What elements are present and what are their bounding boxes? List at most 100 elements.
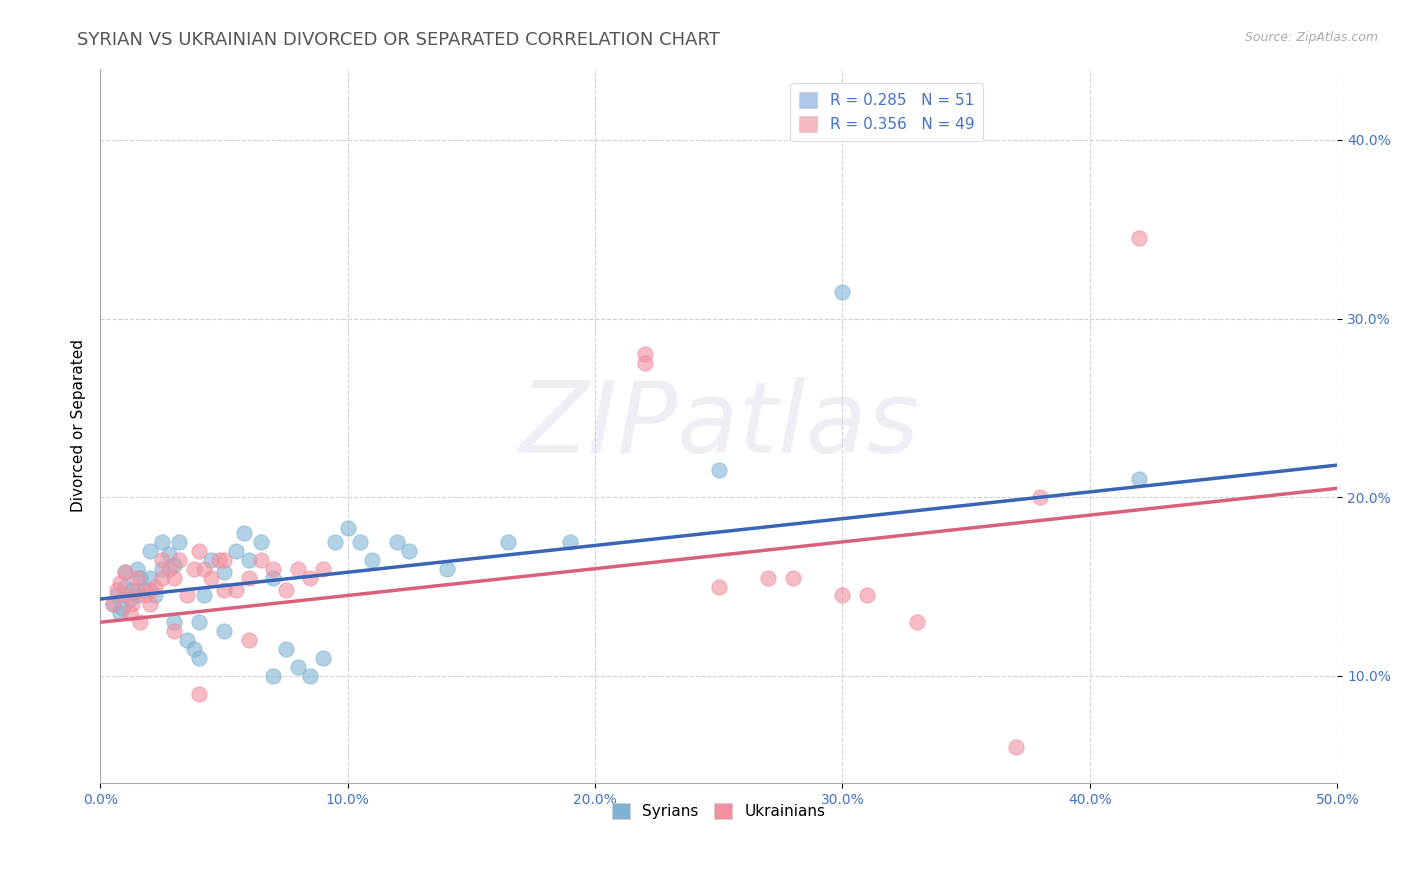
Point	[127, 589, 149, 603]
Legend: Syrians, Ukrainians: Syrians, Ukrainians	[606, 797, 832, 825]
Point	[905, 615, 928, 630]
Point	[633, 356, 655, 370]
Point	[188, 615, 211, 630]
Point	[188, 687, 211, 701]
Point	[349, 534, 371, 549]
Point	[250, 553, 273, 567]
Point	[831, 285, 853, 299]
Point	[127, 583, 149, 598]
Point	[138, 571, 160, 585]
Point	[134, 589, 156, 603]
Point	[312, 562, 335, 576]
Point	[118, 607, 141, 621]
Point	[138, 598, 160, 612]
Point	[138, 583, 160, 598]
Point	[262, 571, 284, 585]
Point	[212, 553, 235, 567]
Point	[163, 615, 186, 630]
Point	[114, 566, 136, 580]
Point	[111, 601, 134, 615]
Point	[157, 548, 180, 562]
Point	[114, 566, 136, 580]
Point	[176, 633, 198, 648]
Point	[782, 571, 804, 585]
Point	[1004, 740, 1026, 755]
Point	[208, 553, 231, 567]
Point	[150, 571, 173, 585]
Point	[193, 589, 215, 603]
Point	[150, 562, 173, 576]
Point	[336, 520, 359, 534]
Point	[150, 534, 173, 549]
Point	[143, 589, 166, 603]
Point	[114, 589, 136, 603]
Point	[262, 669, 284, 683]
Point	[756, 571, 779, 585]
Point	[169, 534, 191, 549]
Point	[114, 580, 136, 594]
Text: Source: ZipAtlas.com: Source: ZipAtlas.com	[1244, 31, 1378, 45]
Point	[274, 583, 297, 598]
Point	[560, 534, 582, 549]
Point	[707, 580, 730, 594]
Point	[108, 607, 131, 621]
Point	[163, 571, 186, 585]
Point	[312, 651, 335, 665]
Point	[108, 576, 131, 591]
Text: ZIPatlas: ZIPatlas	[519, 377, 918, 475]
Point	[212, 583, 235, 598]
Point	[118, 592, 141, 607]
Point	[287, 660, 309, 674]
Point	[150, 553, 173, 567]
Point	[169, 553, 191, 567]
Point	[225, 544, 247, 558]
Point	[200, 553, 222, 567]
Point	[274, 642, 297, 657]
Point	[101, 598, 124, 612]
Text: SYRIAN VS UKRAINIAN DIVORCED OR SEPARATED CORRELATION CHART: SYRIAN VS UKRAINIAN DIVORCED OR SEPARATE…	[77, 31, 720, 49]
Point	[436, 562, 458, 576]
Point	[212, 624, 235, 639]
Point	[183, 562, 205, 576]
Point	[128, 615, 150, 630]
Point	[127, 571, 149, 585]
Point	[127, 562, 149, 576]
Point	[200, 571, 222, 585]
Y-axis label: Divorced or Separated: Divorced or Separated	[72, 339, 86, 512]
Point	[498, 534, 520, 549]
Point	[238, 633, 260, 648]
Point	[707, 463, 730, 477]
Point	[163, 624, 186, 639]
Point	[238, 553, 260, 567]
Point	[138, 544, 160, 558]
Point	[232, 525, 254, 540]
Point	[1128, 231, 1150, 245]
Point	[163, 558, 186, 573]
Point	[1029, 490, 1052, 504]
Point	[107, 589, 129, 603]
Point	[176, 589, 198, 603]
Point	[225, 583, 247, 598]
Point	[128, 571, 150, 585]
Point	[250, 534, 273, 549]
Point	[193, 562, 215, 576]
Point	[856, 589, 879, 603]
Point	[633, 347, 655, 361]
Point	[107, 583, 129, 598]
Point	[299, 571, 322, 585]
Point	[183, 642, 205, 657]
Point	[188, 651, 211, 665]
Point	[361, 553, 384, 567]
Point	[1128, 472, 1150, 486]
Point	[121, 583, 143, 598]
Point	[121, 598, 143, 612]
Point	[238, 571, 260, 585]
Point	[101, 598, 124, 612]
Point	[143, 580, 166, 594]
Point	[299, 669, 322, 683]
Point	[398, 544, 420, 558]
Point	[188, 544, 211, 558]
Point	[287, 562, 309, 576]
Point	[831, 589, 853, 603]
Point	[134, 583, 156, 598]
